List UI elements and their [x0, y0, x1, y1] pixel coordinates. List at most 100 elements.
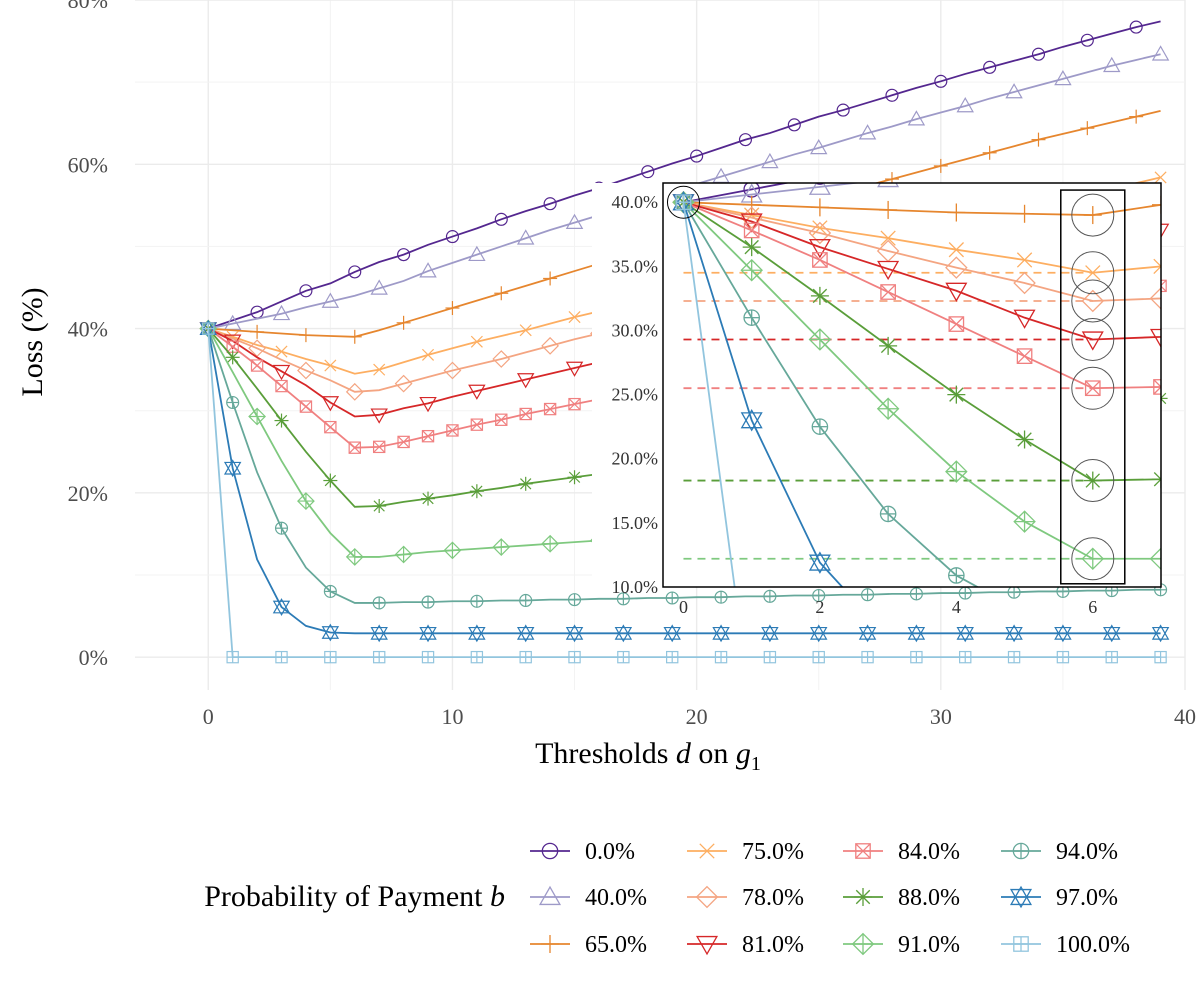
inset-point-97-0-6	[1083, 668, 1103, 688]
legend-label-94-0: 94.0%	[1056, 839, 1118, 865]
point-97-0-27	[858, 624, 877, 643]
point-0-0-26	[836, 103, 850, 117]
x-axis-title-part-4: g	[736, 737, 751, 770]
point-40-0-37	[1103, 56, 1121, 73]
inset-point-84-0-3	[880, 284, 896, 300]
point-97-0-13	[516, 624, 535, 643]
inset-point-0-0-7	[1153, 91, 1168, 106]
point-97-0-5	[321, 623, 340, 642]
series-line-94-0	[207, 328, 1161, 604]
legend-item-88-0: 88.0%	[843, 885, 960, 911]
inset-point-88-0-1	[742, 238, 761, 257]
legend-title-part-2: b	[490, 880, 505, 913]
point-94-0-33	[1007, 585, 1021, 599]
inset-series-100-0	[675, 194, 736, 587]
point-100-0-27	[861, 650, 874, 664]
series-line-0-0	[207, 20, 1161, 330]
legend-item-65-0: 65.0%	[530, 932, 647, 958]
legend-items: 0.0% 40.0% 65.0% 75.0% 78.0% 81.0% 84.0% 88.0% 9…	[530, 839, 1130, 958]
point-0-0-38	[1129, 20, 1143, 34]
point-0-0-10	[445, 230, 459, 244]
point-81-0-15	[565, 361, 584, 377]
point-78-0-10	[443, 361, 462, 380]
inset-point-0-0-4	[949, 136, 964, 151]
legend-item-84-0: 84.0%	[843, 839, 960, 865]
point-40-0-33	[1005, 83, 1023, 99]
series-94-0	[201, 322, 1168, 610]
point-100-0-33	[1007, 650, 1021, 664]
legend-label-78-0: 78.0%	[742, 885, 804, 911]
inset-point-75-0-5	[1016, 252, 1033, 268]
inset-minimum-circle-65-0	[1071, 193, 1115, 237]
inset-panel: 0 2 4 6 10.0% 15.0% 20.0% 25.0% 30.0% 35.0% 40.0%	[592, 91, 1168, 688]
point-100-0-11	[470, 650, 484, 664]
point-65-0-6	[347, 329, 362, 344]
inset-point-94-0-1	[743, 309, 760, 326]
inset-y-tick-label-25: 25.0%	[612, 385, 659, 405]
inset-point-84-0-6	[1084, 380, 1101, 397]
inset-point-75-0-6	[1085, 265, 1101, 281]
point-94-0-1	[226, 395, 240, 410]
point-65-0-4	[298, 328, 313, 343]
point-0-0-6	[348, 265, 362, 279]
point-94-0-15	[567, 593, 582, 607]
x-axis-title-part-3: on	[691, 737, 736, 770]
point-94-0-13	[519, 593, 533, 608]
point-94-0-25	[812, 588, 826, 603]
point-81-0-13	[516, 373, 535, 389]
point-97-0-1	[223, 459, 242, 478]
point-81-0-3	[272, 364, 291, 381]
point-97-0-17	[614, 624, 633, 643]
legend-item-78-0: 78.0%	[687, 885, 804, 911]
y-tick-label-80: 80%	[68, 0, 108, 13]
legend-key-marker-65-0	[541, 935, 559, 953]
inset-point-81-0-4	[945, 282, 968, 302]
legend-label-88-0: 88.0%	[898, 885, 960, 911]
point-84-0-3	[275, 379, 288, 393]
inset-point-94-0-3	[879, 505, 897, 523]
point-0-0-28	[885, 88, 899, 102]
point-40-0-29	[907, 110, 926, 126]
point-0-0-32	[983, 60, 997, 74]
point-84-0-5	[324, 420, 337, 434]
inset-y-tick-label-10: 10.0%	[612, 577, 659, 597]
inset-y-tick-label-35: 35.0%	[612, 256, 659, 276]
point-78-0-12	[492, 350, 511, 368]
inset-point-91-0-1	[740, 258, 763, 282]
inset-annotations	[666, 185, 1126, 585]
inset-x-tick-label-2: 2	[815, 597, 824, 617]
x-axis-title-part-2: d	[676, 737, 692, 770]
point-81-0-9	[419, 396, 437, 413]
point-100-0-5	[324, 650, 337, 664]
legend-key-marker-40-0	[538, 885, 562, 906]
inset-point-65-0-2	[810, 198, 829, 217]
point-0-0-12	[494, 212, 508, 226]
point-0-0-8	[397, 248, 411, 262]
inset-y-tick-label-40: 40.0%	[612, 192, 659, 212]
inset-series-line-88-0	[682, 201, 1161, 482]
legend-key-marker-94-0	[1012, 842, 1030, 860]
point-97-0-15	[565, 624, 584, 643]
point-40-0-23	[761, 152, 779, 169]
point-40-0-11	[468, 245, 486, 262]
inset-point-81-0-7	[1149, 328, 1161, 349]
inset-point-91-0-6	[1081, 547, 1105, 571]
x-tick-label-0: 0	[203, 704, 214, 729]
point-100-0-29	[910, 650, 923, 664]
point-100-0-23	[763, 650, 777, 664]
point-81-0-5	[321, 396, 340, 412]
inset-point-97-0-2	[808, 551, 831, 574]
series-line-100-0	[207, 328, 1161, 659]
legend-key-marker-97-0	[1009, 885, 1033, 909]
point-81-0-1	[223, 334, 242, 350]
inset-point-88-0-5	[1015, 430, 1034, 449]
point-0-0-4	[299, 284, 313, 298]
point-91-0-4	[297, 492, 315, 510]
inset-point-84-0-5	[1016, 348, 1033, 364]
legend-label-75-0: 75.0%	[742, 839, 804, 865]
point-97-0-9	[419, 624, 437, 643]
point-91-0-2	[248, 407, 266, 426]
point-97-0-25	[809, 624, 828, 643]
point-0-0-34	[1031, 47, 1046, 61]
point-94-0-21	[714, 590, 728, 604]
